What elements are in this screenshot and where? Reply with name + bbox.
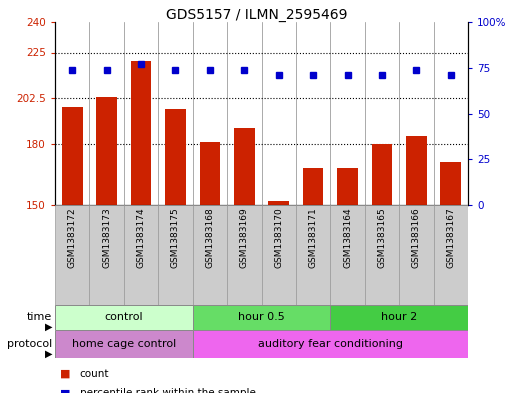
Bar — [433, 205, 468, 305]
Bar — [89, 205, 124, 305]
Text: GSM1383169: GSM1383169 — [240, 207, 249, 268]
Text: GSM1383173: GSM1383173 — [102, 207, 111, 268]
Bar — [193, 330, 468, 358]
Bar — [96, 97, 117, 205]
Bar — [371, 144, 392, 205]
Text: ▶: ▶ — [45, 349, 52, 359]
Text: GSM1383175: GSM1383175 — [171, 207, 180, 268]
Bar — [55, 305, 193, 330]
Bar — [131, 61, 151, 205]
Bar — [193, 205, 227, 305]
Bar — [337, 168, 358, 205]
Bar — [165, 109, 186, 205]
Text: control: control — [105, 312, 143, 323]
Text: percentile rank within the sample: percentile rank within the sample — [80, 388, 255, 393]
Text: ■: ■ — [60, 388, 71, 393]
Text: protocol: protocol — [7, 339, 52, 349]
Text: hour 0.5: hour 0.5 — [238, 312, 285, 323]
Text: ■: ■ — [60, 369, 71, 379]
Bar — [330, 205, 365, 305]
Text: GSM1383174: GSM1383174 — [136, 207, 146, 268]
Bar — [62, 107, 83, 205]
Text: GSM1383164: GSM1383164 — [343, 207, 352, 268]
Bar — [399, 205, 433, 305]
Bar — [55, 330, 193, 358]
Bar — [200, 142, 220, 205]
Bar — [330, 305, 468, 330]
Text: GSM1383165: GSM1383165 — [378, 207, 386, 268]
Text: GSM1383172: GSM1383172 — [68, 207, 77, 268]
Text: auditory fear conditioning: auditory fear conditioning — [258, 339, 403, 349]
Bar — [55, 205, 89, 305]
Bar — [303, 168, 324, 205]
Text: hour 2: hour 2 — [381, 312, 417, 323]
Text: count: count — [80, 369, 109, 379]
Text: GSM1383167: GSM1383167 — [446, 207, 456, 268]
Text: GDS5157 / ILMN_2595469: GDS5157 / ILMN_2595469 — [166, 8, 347, 22]
Bar — [124, 205, 158, 305]
Text: ▶: ▶ — [45, 322, 52, 332]
Bar — [158, 205, 193, 305]
Bar — [262, 205, 296, 305]
Bar — [406, 136, 427, 205]
Text: GSM1383166: GSM1383166 — [412, 207, 421, 268]
Bar — [268, 201, 289, 205]
Bar — [365, 205, 399, 305]
Text: GSM1383171: GSM1383171 — [309, 207, 318, 268]
Bar — [234, 128, 254, 205]
Bar — [296, 205, 330, 305]
Bar — [441, 162, 461, 205]
Text: home cage control: home cage control — [72, 339, 176, 349]
Text: GSM1383168: GSM1383168 — [205, 207, 214, 268]
Text: time: time — [27, 312, 52, 323]
Text: GSM1383170: GSM1383170 — [274, 207, 283, 268]
Bar — [227, 205, 262, 305]
Bar — [193, 305, 330, 330]
